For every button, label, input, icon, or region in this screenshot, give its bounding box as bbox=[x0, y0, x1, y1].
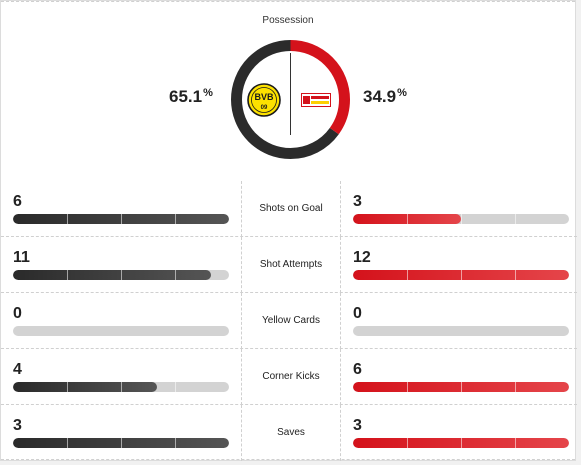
home-stat-value: 3 bbox=[13, 417, 22, 434]
column-divider-left bbox=[241, 237, 242, 293]
bar-segment-divider bbox=[175, 270, 176, 280]
bar-segment-divider bbox=[407, 214, 408, 224]
donut-away-arc bbox=[231, 40, 350, 159]
stat-label: Saves bbox=[277, 427, 305, 438]
home-stat-bar bbox=[13, 270, 229, 280]
column-divider-left bbox=[241, 349, 242, 405]
row-divider bbox=[1, 236, 577, 237]
away-possession-value: 34.9% bbox=[363, 87, 407, 106]
column-divider-right bbox=[340, 405, 341, 461]
crest-text: BVB bbox=[254, 92, 274, 102]
away-stat-bar bbox=[353, 382, 569, 392]
stat-row: 4 Corner Kicks 6 bbox=[1, 349, 577, 405]
bottom-divider bbox=[1, 459, 575, 460]
bar-segment-divider bbox=[121, 270, 122, 280]
row-divider bbox=[1, 404, 577, 405]
bar-segment-divider bbox=[175, 382, 176, 392]
home-stat-bar-fill bbox=[13, 270, 212, 280]
home-stat-value: 4 bbox=[13, 361, 22, 378]
union-berlin-crest-icon bbox=[301, 93, 331, 107]
stat-row: 0 Yellow Cards 0 bbox=[1, 293, 577, 349]
home-possession-value: 65.1% bbox=[169, 87, 213, 106]
away-stat-bar bbox=[353, 438, 569, 448]
stat-label: Yellow Cards bbox=[262, 315, 320, 326]
bar-segment-divider bbox=[407, 382, 408, 392]
stat-row: 6 Shots on Goal 3 bbox=[1, 181, 577, 237]
column-divider-left bbox=[241, 293, 242, 349]
away-stat-value: 0 bbox=[353, 305, 362, 322]
away-stat-value: 3 bbox=[353, 193, 362, 210]
possession-donut bbox=[231, 40, 350, 159]
row-divider bbox=[1, 348, 577, 349]
away-stat-bar bbox=[353, 214, 569, 224]
bar-segment-divider bbox=[175, 214, 176, 224]
column-divider-right bbox=[340, 237, 341, 293]
away-stat-bar bbox=[353, 326, 569, 336]
home-stat-bar bbox=[13, 214, 229, 224]
row-divider bbox=[1, 292, 577, 293]
home-stat-bar-fill bbox=[13, 382, 158, 392]
bar-segment-divider bbox=[121, 438, 122, 448]
bar-segment-divider bbox=[67, 270, 68, 280]
bar-segment-divider bbox=[175, 438, 176, 448]
bar-segment-divider bbox=[515, 214, 516, 224]
away-stat-value: 6 bbox=[353, 361, 362, 378]
bar-segment-divider bbox=[461, 438, 462, 448]
bar-segment-divider bbox=[121, 382, 122, 392]
column-divider-right bbox=[340, 349, 341, 405]
bar-segment-divider bbox=[407, 270, 408, 280]
home-stat-bar bbox=[13, 438, 229, 448]
away-stat-bar bbox=[353, 270, 569, 280]
stat-label: Shot Attempts bbox=[259, 259, 323, 270]
bar-segment-divider bbox=[67, 214, 68, 224]
home-stat-value: 11 bbox=[13, 249, 30, 266]
stat-label: Shots on Goal bbox=[259, 203, 323, 214]
column-divider-right bbox=[340, 181, 341, 237]
crest-number: 09 bbox=[261, 105, 268, 111]
bar-segment-divider bbox=[515, 382, 516, 392]
bar-segment-divider bbox=[121, 214, 122, 224]
top-divider bbox=[1, 1, 575, 2]
bar-segment-divider bbox=[461, 382, 462, 392]
home-stat-value: 0 bbox=[13, 305, 22, 322]
possession-title: Possession bbox=[262, 15, 314, 26]
away-stat-value: 3 bbox=[353, 417, 362, 434]
column-divider-left bbox=[241, 181, 242, 237]
dortmund-crest-icon: BVB 09 bbox=[247, 83, 281, 117]
bar-segment-divider bbox=[461, 270, 462, 280]
bar-segment-divider bbox=[461, 214, 462, 224]
stat-row: 3 Saves 3 bbox=[1, 405, 577, 461]
stat-row: 11 Shot Attempts 12 bbox=[1, 237, 577, 293]
away-stat-value: 12 bbox=[353, 249, 371, 266]
home-stat-value: 6 bbox=[13, 193, 22, 210]
bar-segment-divider bbox=[67, 382, 68, 392]
home-stat-bar bbox=[13, 382, 229, 392]
bar-segment-divider bbox=[407, 438, 408, 448]
column-divider-right bbox=[340, 293, 341, 349]
bar-segment-divider bbox=[515, 438, 516, 448]
column-divider-left bbox=[241, 405, 242, 461]
home-stat-bar bbox=[13, 326, 229, 336]
bar-segment-divider bbox=[515, 270, 516, 280]
stat-label: Corner Kicks bbox=[262, 371, 320, 382]
bar-segment-divider bbox=[67, 438, 68, 448]
